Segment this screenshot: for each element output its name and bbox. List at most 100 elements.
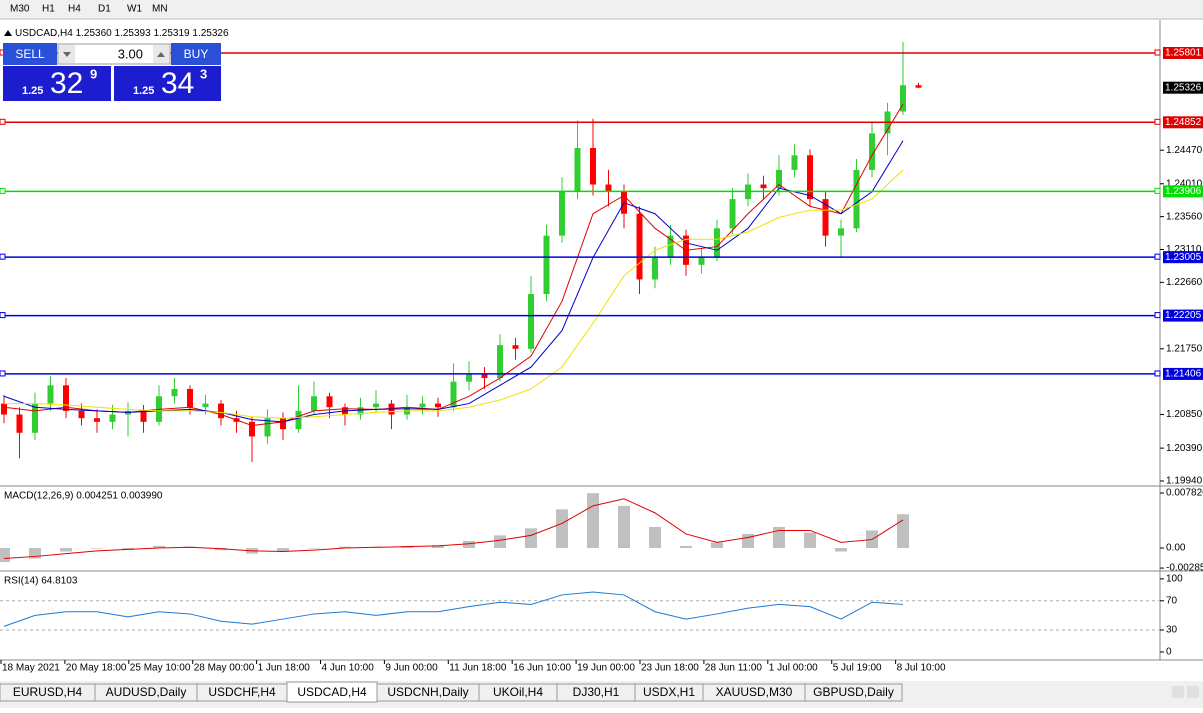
buy-label[interactable]: BUY [184, 47, 209, 61]
level-handle[interactable] [1154, 187, 1161, 194]
timeframe-button[interactable]: H1 [42, 4, 55, 15]
level-handle[interactable] [0, 187, 6, 194]
candle-body [853, 169, 860, 229]
level-label: 1.23005 [1165, 252, 1202, 263]
tab-label[interactable]: USDX,H1 [643, 685, 695, 699]
candle-body [869, 133, 875, 170]
buy-button[interactable] [171, 43, 221, 65]
tab-label[interactable]: AUDUSD,Daily [106, 685, 187, 699]
tab-scroll-left[interactable] [1172, 686, 1184, 698]
level-handle[interactable] [1154, 253, 1161, 260]
tab-label[interactable]: USDCAD,H4 [297, 685, 367, 699]
candle-body [109, 414, 116, 422]
level-label: 1.22205 [1165, 310, 1202, 321]
candle-body [559, 191, 565, 236]
level-handle[interactable] [1154, 49, 1161, 56]
candle-body [171, 388, 178, 397]
level-handle[interactable] [0, 253, 6, 260]
trade-panel: SELL 3.00 BUY 1.25 32 9 1.25 34 3 [3, 43, 221, 101]
level-label-box [1163, 185, 1203, 198]
level-handle[interactable] [0, 118, 6, 125]
x-tick-label: 11 Jun 18:00 [449, 663, 507, 674]
candle-body [605, 184, 612, 192]
histogram-bar [91, 548, 103, 549]
y-tick-label: 1.19940 [1166, 476, 1203, 487]
y-tick-label: 100 [1166, 573, 1183, 584]
histogram-bar [0, 548, 10, 563]
candle-body [94, 418, 100, 422]
histogram-bar [277, 548, 289, 552]
histogram-bar [835, 548, 847, 552]
level-handle[interactable] [1154, 312, 1161, 319]
level-label-box [1163, 309, 1203, 322]
lot-input[interactable] [57, 43, 171, 65]
tab-label[interactable]: GBPUSD,Daily [813, 685, 894, 699]
x-tick-label: 28 Jun 11:00 [705, 663, 763, 674]
candle-body [760, 184, 767, 189]
ask-box[interactable] [114, 66, 221, 101]
x-tick-label: 28 May 00:00 [194, 663, 255, 674]
y-tick-label: 0.007826 [1166, 488, 1203, 499]
histogram-bar [680, 545, 692, 549]
y-tick-label: 70 [1166, 595, 1178, 606]
timeframe-button[interactable]: D1 [98, 4, 111, 15]
ask-fraction: 3 [200, 66, 207, 81]
timeframe-button[interactable]: W1 [127, 4, 142, 15]
level-handle[interactable] [0, 312, 6, 319]
histogram-bar [773, 526, 785, 549]
level-label-box [1163, 47, 1203, 60]
histogram-bar [711, 542, 723, 549]
timeframe-button[interactable]: H4 [68, 4, 81, 15]
candle-body [543, 235, 550, 295]
candle-body [838, 228, 844, 236]
candle-body [450, 381, 457, 408]
tab[interactable] [804, 683, 903, 702]
histogram-bar [153, 545, 165, 549]
sell-label[interactable]: SELL [15, 47, 45, 61]
current-price-box [1163, 81, 1203, 94]
tab-label[interactable]: USDCHF,H4 [208, 685, 276, 699]
level-handle[interactable] [1154, 118, 1161, 125]
low: 1.25319 [153, 28, 190, 39]
y-tick-label: 1.24470 [1166, 145, 1203, 156]
histogram-bar [432, 545, 444, 549]
candle-body [807, 155, 813, 200]
histogram-bar [494, 535, 506, 549]
tab-scroll-right[interactable] [1187, 686, 1199, 698]
timeframe-button[interactable]: MN [152, 4, 168, 15]
candle-body [249, 421, 255, 437]
moving-average [3, 103, 904, 426]
candle-body [512, 345, 519, 349]
candle-body [590, 148, 596, 185]
candle-body [915, 85, 922, 88]
y-tick-label: 1.20850 [1166, 409, 1203, 420]
candle-body [791, 155, 798, 170]
sell-button[interactable] [3, 43, 57, 65]
level-label: 1.25801 [1165, 48, 1202, 59]
tab-label[interactable]: USDCNH,Daily [387, 685, 468, 699]
histogram-bar [556, 509, 568, 549]
histogram-bar [804, 532, 816, 549]
level-handle[interactable] [1154, 370, 1161, 377]
tab-label[interactable]: XAUUSD,M30 [716, 685, 793, 699]
bid-pips: 32 [50, 67, 83, 100]
histogram-bar [649, 526, 661, 549]
histogram-bar [29, 548, 41, 559]
candle-body [636, 213, 643, 280]
tab-label[interactable]: DJ30,H1 [573, 685, 620, 699]
ask-big-figure: 1.25 [133, 85, 154, 97]
candle-body [63, 385, 69, 411]
x-tick-label: 19 Jun 00:00 [577, 663, 635, 674]
collapse-icon[interactable] [4, 30, 12, 36]
histogram-bar [308, 548, 320, 549]
tab-label[interactable]: EURUSD,H4 [13, 685, 83, 699]
candle-body [357, 407, 364, 415]
tab-label[interactable]: UKOil,H4 [493, 685, 543, 699]
bid-box[interactable] [3, 66, 111, 101]
lot-value[interactable]: 3.00 [118, 46, 143, 61]
y-tick-label: 1.24010 [1166, 178, 1203, 189]
timeframe-button[interactable]: M30 [10, 4, 30, 15]
candle-body [822, 199, 829, 236]
level-handle[interactable] [0, 370, 6, 377]
y-tick-label: 1.23560 [1166, 211, 1203, 222]
